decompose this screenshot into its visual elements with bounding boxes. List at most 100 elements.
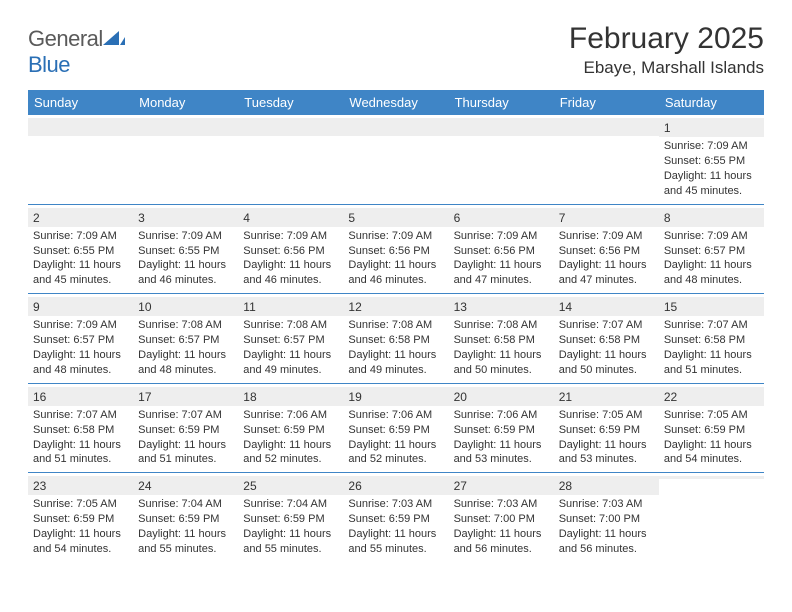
cell-line: Sunset: 6:55 PM xyxy=(664,154,759,169)
cell-line: Daylight: 11 hours and 46 minutes. xyxy=(243,258,338,288)
day-number: 20 xyxy=(449,387,554,406)
month-title: February 2025 xyxy=(569,22,764,56)
logo: General Blue xyxy=(28,26,125,78)
day-number: 15 xyxy=(659,297,764,316)
cell-line: Sunset: 6:59 PM xyxy=(664,423,759,438)
cell-line: Sunrise: 7:07 AM xyxy=(138,408,233,423)
title-block: February 2025 Ebaye, Marshall Islands xyxy=(569,22,764,78)
calendar-cell: 28Sunrise: 7:03 AMSunset: 7:00 PMDayligh… xyxy=(554,473,659,562)
cell-line: Daylight: 11 hours and 56 minutes. xyxy=(454,527,549,557)
cell-line: Sunrise: 7:09 AM xyxy=(33,229,128,244)
day-number: 3 xyxy=(133,208,238,227)
cell-line: Sunrise: 7:03 AM xyxy=(348,497,443,512)
cell-line: Daylight: 11 hours and 48 minutes. xyxy=(33,348,128,378)
cell-line: Sunset: 6:59 PM xyxy=(348,512,443,527)
cell-line: Sunrise: 7:07 AM xyxy=(33,408,128,423)
cell-line: Sunset: 6:56 PM xyxy=(559,244,654,259)
logo-word-1: General xyxy=(28,26,103,51)
calendar-row: 23Sunrise: 7:05 AMSunset: 6:59 PMDayligh… xyxy=(28,473,764,562)
cell-line: Sunset: 6:57 PM xyxy=(664,244,759,259)
day-number: 12 xyxy=(343,297,448,316)
cell-line: Sunset: 6:59 PM xyxy=(454,423,549,438)
calendar-cell: 21Sunrise: 7:05 AMSunset: 6:59 PMDayligh… xyxy=(554,384,659,473)
calendar-cell: 2Sunrise: 7:09 AMSunset: 6:55 PMDaylight… xyxy=(28,205,133,294)
cell-line: Daylight: 11 hours and 56 minutes. xyxy=(559,527,654,557)
day-number: 27 xyxy=(449,476,554,495)
day-number: 14 xyxy=(554,297,659,316)
cell-line: Sunset: 7:00 PM xyxy=(454,512,549,527)
cell-line: Daylight: 11 hours and 48 minutes. xyxy=(138,348,233,378)
calendar-cell: 27 Sunrise: 7:03 AMSunset: 7:00 PMDayligh… xyxy=(449,473,554,562)
day-number: 1 xyxy=(659,118,764,137)
cell-line: Sunrise: 7:09 AM xyxy=(454,229,549,244)
cell-line: Sunrise: 7:03 AM xyxy=(559,497,654,512)
cell-line: Daylight: 11 hours and 48 minutes. xyxy=(664,258,759,288)
cell-line: Sunrise: 7:09 AM xyxy=(33,318,128,333)
day-number xyxy=(449,118,554,136)
cell-line: Sunset: 6:58 PM xyxy=(348,333,443,348)
calendar-cell xyxy=(554,115,659,204)
calendar-cell: 1 Sunrise: 7:09 AMSunset: 6:55 PMDaylight… xyxy=(659,115,764,204)
day-number: 18 xyxy=(238,387,343,406)
cell-line: Daylight: 11 hours and 53 minutes. xyxy=(454,438,549,468)
logo-word-2: Blue xyxy=(28,52,70,77)
cell-line: Sunrise: 7:04 AM xyxy=(138,497,233,512)
cell-line: Daylight: 11 hours and 45 minutes. xyxy=(664,169,759,199)
calendar-cell: 5Sunrise: 7:09 AMSunset: 6:56 PMDaylight… xyxy=(343,205,448,294)
cell-line: Daylight: 11 hours and 54 minutes. xyxy=(33,527,128,557)
cell-line: Daylight: 11 hours and 52 minutes. xyxy=(243,438,338,468)
cell-line: Sunset: 6:58 PM xyxy=(33,423,128,438)
cell-line: Sunrise: 7:09 AM xyxy=(664,139,759,154)
cell-line: Sunrise: 7:09 AM xyxy=(348,229,443,244)
cell-line: Sunrise: 7:07 AM xyxy=(664,318,759,333)
calendar-cell: 3 Sunrise: 7:09 AMSunset: 6:55 PMDaylight… xyxy=(133,205,238,294)
cell-line: Sunset: 6:59 PM xyxy=(243,512,338,527)
day-number: 28 xyxy=(554,476,659,495)
day-number: 21 xyxy=(554,387,659,406)
calendar-cell: 4Sunrise: 7:09 AMSunset: 6:56 PMDaylight… xyxy=(238,205,343,294)
header-tuesday: Tuesday xyxy=(238,90,343,115)
cell-line: Sunset: 6:59 PM xyxy=(138,512,233,527)
header-saturday: Saturday xyxy=(659,90,764,115)
cell-line: Sunrise: 7:08 AM xyxy=(243,318,338,333)
day-number: 5 xyxy=(343,208,448,227)
cell-line: Sunrise: 7:03 AM xyxy=(454,497,549,512)
calendar-cell: 10Sunrise: 7:08 AMSunset: 6:57 PMDayligh… xyxy=(133,294,238,383)
cell-line: Daylight: 11 hours and 46 minutes. xyxy=(138,258,233,288)
cell-line: Sunrise: 7:09 AM xyxy=(138,229,233,244)
calendar-row: 9Sunrise: 7:09 AMSunset: 6:57 PMDaylight… xyxy=(28,294,764,384)
day-number: 17 xyxy=(133,387,238,406)
calendar-body: 1Sunrise: 7:09 AMSunset: 6:55 PMDaylight… xyxy=(28,115,764,562)
calendar-cell: 12Sunrise: 7:08 AMSunset: 6:58 PMDayligh… xyxy=(343,294,448,383)
cell-line: Daylight: 11 hours and 51 minutes. xyxy=(138,438,233,468)
day-number: 25 xyxy=(238,476,343,495)
cell-line: Sunset: 6:59 PM xyxy=(559,423,654,438)
cell-line: Daylight: 11 hours and 55 minutes. xyxy=(138,527,233,557)
calendar-cell xyxy=(659,473,764,562)
day-number: 8 xyxy=(659,208,764,227)
cell-line: Daylight: 11 hours and 49 minutes. xyxy=(243,348,338,378)
cell-line: Daylight: 11 hours and 50 minutes. xyxy=(454,348,549,378)
day-number: 13 xyxy=(449,297,554,316)
calendar-cell: 18Sunrise: 7:06 AMSunset: 6:59 PMDayligh… xyxy=(238,384,343,473)
day-number: 6 xyxy=(449,208,554,227)
cell-line: Sunset: 6:56 PM xyxy=(454,244,549,259)
cell-line: Sunrise: 7:09 AM xyxy=(243,229,338,244)
cell-line: Sunrise: 7:09 AM xyxy=(559,229,654,244)
calendar-cell xyxy=(133,115,238,204)
day-number: 11 xyxy=(238,297,343,316)
day-number: 24 xyxy=(133,476,238,495)
calendar-cell: 20Sunrise: 7:06 AMSunset: 6:59 PMDayligh… xyxy=(449,384,554,473)
cell-line: Daylight: 11 hours and 47 minutes. xyxy=(559,258,654,288)
cell-line: Daylight: 11 hours and 55 minutes. xyxy=(243,527,338,557)
header: General Blue February 2025 Ebaye, Marsha… xyxy=(28,22,764,78)
header-thursday: Thursday xyxy=(449,90,554,115)
calendar-cell xyxy=(238,115,343,204)
cell-line: Sunset: 6:55 PM xyxy=(138,244,233,259)
cell-line: Sunset: 6:59 PM xyxy=(138,423,233,438)
day-number: 7 xyxy=(554,208,659,227)
day-number: 19 xyxy=(343,387,448,406)
day-number xyxy=(238,118,343,136)
calendar-cell xyxy=(28,115,133,204)
cell-line: Sunrise: 7:07 AM xyxy=(559,318,654,333)
